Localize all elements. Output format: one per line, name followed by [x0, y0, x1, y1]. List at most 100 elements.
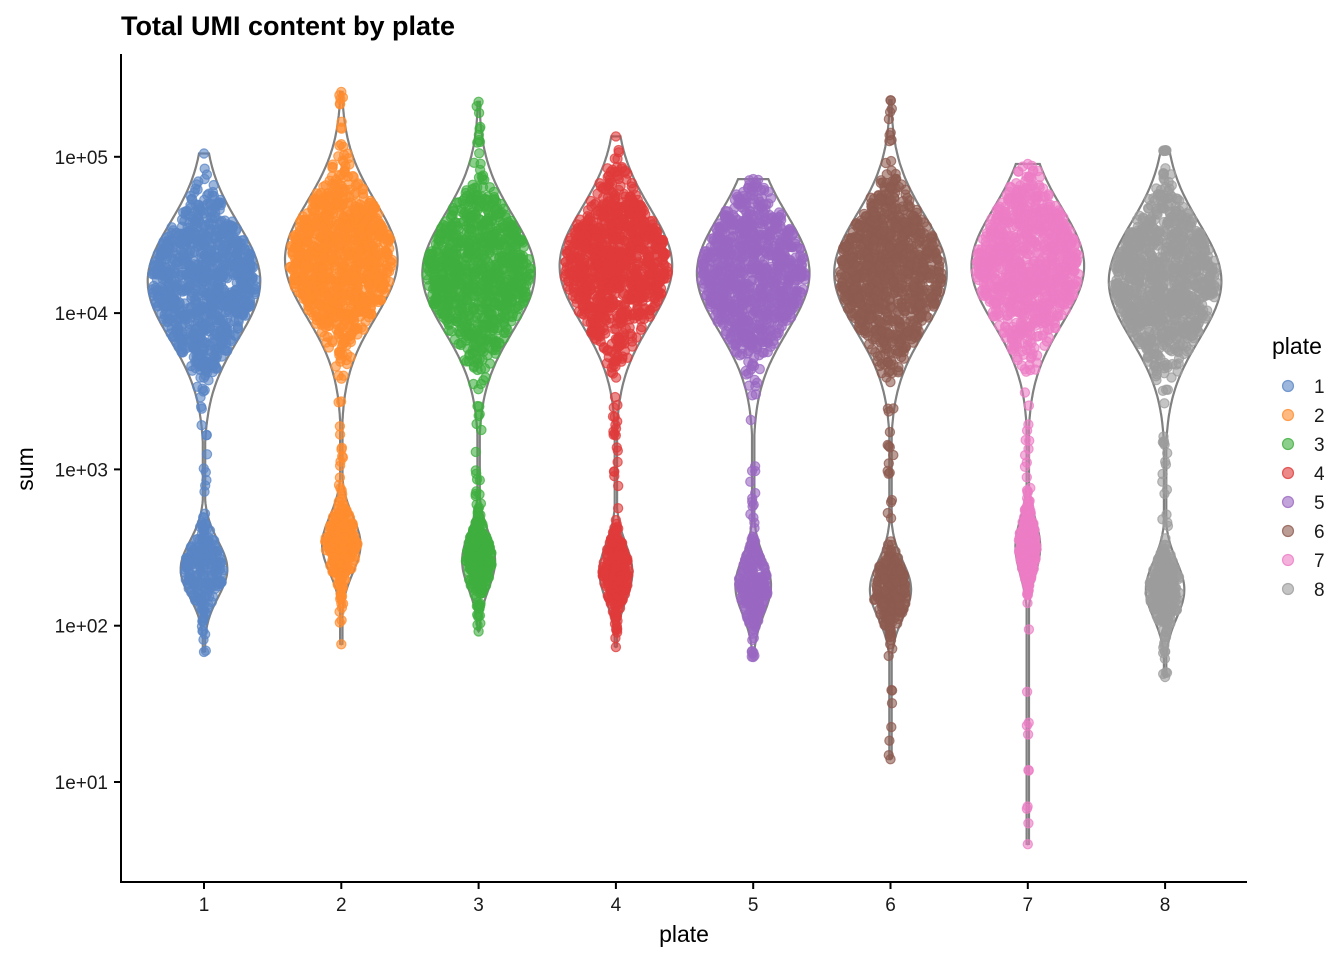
point-plate-4: [564, 235, 576, 246]
point-plate-4: [587, 303, 599, 314]
point-plate-1: [232, 249, 243, 260]
point-plate-1: [180, 320, 191, 332]
point-plate-1: [198, 148, 210, 159]
point-plate-3: [473, 96, 484, 108]
point-plate-1: [206, 287, 218, 299]
point-plate-4: [574, 270, 585, 281]
point-plate-2: [336, 209, 347, 220]
point-plate-4: [597, 211, 608, 222]
point-plate-4: [608, 429, 619, 440]
point-plate-3: [455, 339, 467, 351]
point-plate-2: [332, 256, 344, 267]
point-plate-1: [179, 298, 190, 309]
point-plate-2: [321, 199, 333, 211]
point-plate-1: [225, 287, 237, 298]
point-plate-4: [613, 266, 625, 277]
point-plate-1: [173, 339, 184, 350]
point-plate-1: [197, 383, 208, 394]
point-plate-3: [470, 488, 481, 500]
point-plate-2: [287, 246, 298, 257]
point-plate-2: [338, 551, 350, 563]
point-plate-2: [333, 503, 344, 514]
point-plate-2: [359, 294, 371, 306]
point-plate-2: [338, 149, 350, 161]
point-plate-2: [371, 249, 383, 260]
point-plate-3: [476, 424, 487, 436]
point-plate-4: [642, 251, 654, 262]
point-plate-3: [494, 239, 505, 251]
point-plate-2: [324, 274, 336, 285]
point-plate-1: [211, 232, 222, 243]
point-plate-4: [609, 391, 621, 403]
point-plate-3: [426, 248, 437, 260]
point-plate-3: [463, 356, 475, 367]
point-plate-2: [297, 248, 308, 260]
point-plate-1: [200, 357, 212, 369]
point-plate-2: [325, 188, 337, 199]
point-plate-2: [320, 532, 331, 544]
point-plate-3: [471, 286, 483, 297]
point-plate-4: [612, 280, 624, 291]
point-plate-2: [334, 266, 345, 277]
point-plate-3: [464, 212, 475, 223]
point-plate-2: [335, 592, 347, 603]
point-plate-2: [354, 244, 365, 255]
point-plate-3: [475, 232, 486, 244]
point-plate-1: [241, 299, 253, 311]
point-plate-3: [447, 257, 458, 268]
point-plate-4: [613, 523, 624, 534]
point-plate-3: [524, 268, 536, 279]
point-plate-3: [432, 295, 443, 306]
point-plate-4: [561, 262, 572, 273]
point-plate-2: [284, 262, 296, 273]
point-plate-1: [199, 486, 210, 497]
point-plate-1: [199, 508, 211, 519]
point-plate-4: [652, 263, 664, 274]
point-plate-2: [341, 560, 353, 572]
point-plate-1: [188, 341, 200, 353]
point-plate-1: [167, 225, 179, 236]
point-plate-4: [612, 445, 624, 456]
point-plate-4: [608, 402, 620, 413]
point-plate-3: [486, 548, 497, 559]
point-plate-1: [193, 216, 204, 228]
point-plate-3: [446, 209, 457, 220]
point-plate-4: [626, 331, 638, 342]
point-plate-3: [453, 237, 464, 248]
point-plate-2: [325, 216, 337, 227]
point-plate-1: [211, 575, 222, 587]
point-plate-3: [473, 519, 485, 530]
point-plate-1: [214, 553, 226, 565]
point-plate-1: [224, 259, 235, 271]
point-plate-1: [199, 272, 210, 283]
point-plate-1: [197, 337, 208, 348]
point-plate-1: [193, 559, 204, 571]
point-plate-3: [435, 228, 446, 239]
point-plate-2: [382, 249, 393, 261]
point-plate-3: [476, 252, 487, 263]
point-plate-1: [201, 541, 212, 552]
point-plate-4: [576, 308, 588, 319]
point-plate-4: [632, 225, 643, 236]
point-plate-3: [475, 378, 487, 390]
point-plate-2: [334, 617, 345, 628]
point-plate-2: [336, 639, 347, 650]
point-plate-4: [597, 304, 608, 315]
point-plate-1: [235, 267, 247, 278]
point-plate-2: [289, 282, 301, 293]
point-plate-4: [609, 153, 621, 164]
point-plate-1: [165, 264, 176, 275]
point-plate-3: [440, 244, 451, 256]
point-plate-2: [335, 456, 346, 467]
point-plate-2: [354, 306, 365, 317]
point-plate-3: [476, 345, 487, 356]
point-plate-2: [302, 235, 314, 247]
point-plate-4: [579, 228, 590, 239]
point-plate-3: [462, 295, 473, 306]
point-plate-4: [562, 247, 573, 259]
point-plate-1: [165, 290, 177, 301]
point-plate-4: [586, 325, 598, 337]
point-plate-2: [338, 536, 349, 548]
point-plate-1: [154, 293, 165, 305]
